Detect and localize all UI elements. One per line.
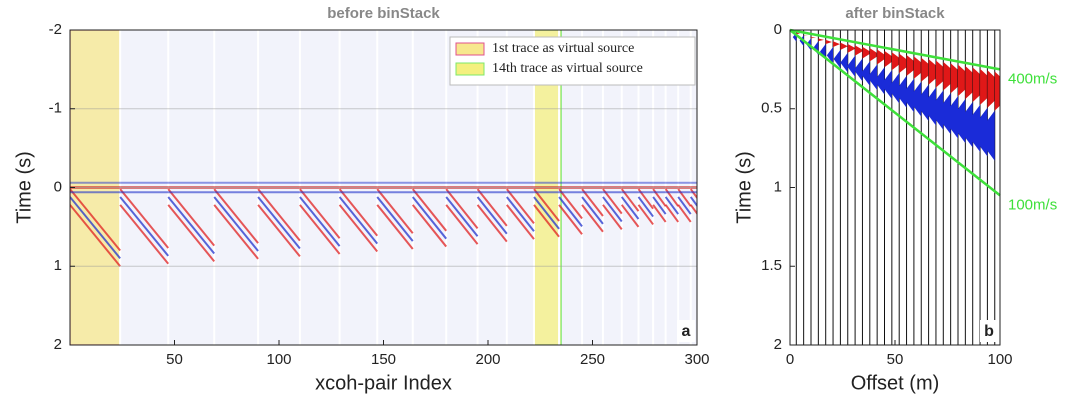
legend-label: 1st trace as virtual source [492, 41, 634, 56]
line-label: 400m/s [1008, 70, 1057, 87]
x-tick-label: 50 [166, 351, 183, 368]
y-tick-label: -2 [49, 21, 62, 38]
chart-title: after binStack [845, 5, 945, 22]
y-tick-label: 2 [774, 336, 782, 353]
y-tick-label: 1 [54, 257, 62, 274]
y-axis-label: Time (s) [13, 151, 35, 224]
y-tick-label: -1 [49, 100, 62, 117]
legend-swatch [456, 43, 484, 55]
lobe-red [826, 40, 832, 44]
legend-label: 14th trace as virtual source [492, 61, 643, 76]
x-tick-label: 250 [580, 351, 605, 368]
x-tick-label: 150 [371, 351, 396, 368]
line-label: 100m/s [1008, 196, 1057, 213]
x-tick-label: 100 [987, 351, 1012, 368]
legend-swatch [456, 63, 484, 75]
y-axis-label: Time (s) [733, 151, 755, 224]
x-axis-label: xcoh-pair Index [315, 372, 452, 394]
y-tick-label: 0 [54, 178, 62, 195]
lobe-red [811, 37, 816, 38]
chart-title: before binStack [327, 5, 440, 22]
y-tick-label: 1 [774, 178, 782, 195]
lobe-red [818, 38, 824, 41]
x-tick-label: 100 [266, 351, 291, 368]
y-tick-label: 1.5 [761, 257, 782, 274]
x-tick-label: 0 [786, 351, 794, 368]
y-tick-label: 2 [54, 336, 62, 353]
lobe-blue [847, 56, 855, 77]
lobe-red [833, 41, 840, 47]
x-tick-label: 50 [887, 351, 904, 368]
x-tick-label: 200 [475, 351, 500, 368]
panel-label: a [682, 323, 691, 340]
x-axis-label: Offset (m) [851, 372, 940, 394]
y-tick-label: 0.5 [761, 100, 782, 117]
panel-label: b [984, 323, 994, 340]
lobe-red [840, 43, 848, 50]
y-tick-label: 0 [774, 21, 782, 38]
x-tick-label: 300 [684, 351, 709, 368]
plot-area [793, 30, 1015, 345]
